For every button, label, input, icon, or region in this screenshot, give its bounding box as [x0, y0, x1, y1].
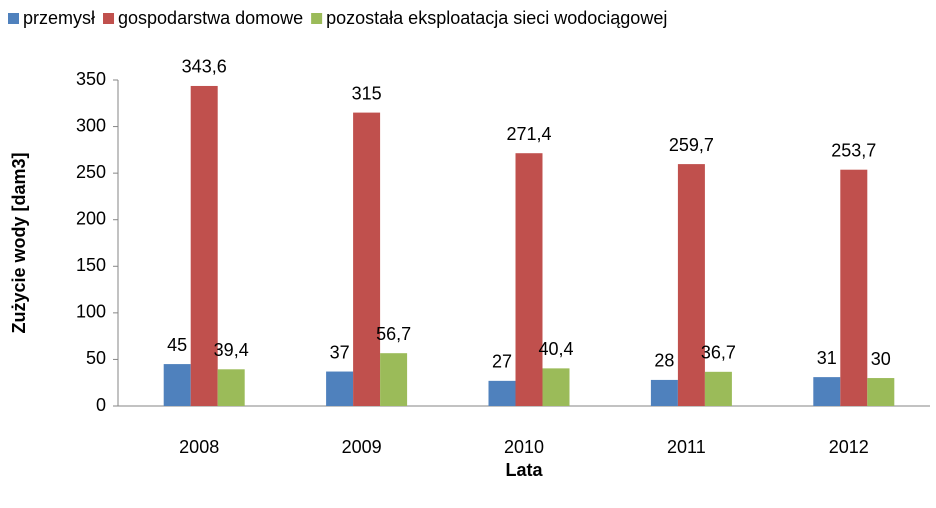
y-tick-label: 200 — [76, 208, 106, 228]
x-tick-label: 2012 — [829, 437, 869, 457]
legend-swatch — [311, 13, 323, 24]
bar — [813, 377, 841, 406]
x-tick-label: 2008 — [179, 437, 219, 457]
data-label: 253,7 — [831, 140, 876, 160]
data-label: 36,7 — [701, 343, 736, 363]
y-tick-label: 150 — [76, 255, 106, 275]
x-tick-label: 2009 — [342, 437, 382, 457]
y-tick-label: 250 — [76, 162, 106, 182]
bar — [190, 85, 218, 406]
bar — [704, 371, 732, 406]
bar — [163, 364, 191, 406]
bar — [515, 153, 543, 406]
y-axis-label: Zużycie wody [dam3] — [9, 152, 29, 333]
data-label: 45 — [167, 335, 187, 355]
x-axis-label: Lata — [505, 460, 543, 480]
bar — [326, 371, 354, 406]
bar — [677, 164, 705, 406]
bar — [840, 169, 868, 406]
bar — [217, 369, 245, 406]
data-label: 271,4 — [506, 124, 551, 144]
x-tick-label: 2011 — [667, 437, 706, 457]
bar — [542, 368, 570, 406]
data-label: 37 — [330, 342, 350, 362]
data-label: 30 — [871, 349, 891, 369]
bar — [867, 378, 895, 406]
y-tick-label: 300 — [76, 115, 106, 135]
bar — [488, 380, 516, 406]
bar — [353, 112, 381, 406]
y-tick-label: 100 — [76, 302, 106, 322]
legend-label: przemysł — [23, 8, 95, 28]
y-tick-label: 50 — [86, 348, 106, 368]
bar — [380, 353, 408, 406]
data-label: 31 — [817, 348, 837, 368]
legend-swatch — [103, 13, 115, 24]
data-label: 315 — [352, 83, 382, 103]
legend-label: pozostała eksploatacja sieci wodociągowe… — [326, 8, 667, 28]
data-label: 28 — [654, 351, 674, 371]
data-label: 27 — [492, 352, 512, 372]
y-tick-label: 0 — [96, 395, 106, 415]
y-tick-label: 350 — [76, 69, 106, 89]
legend-swatch — [8, 13, 19, 24]
data-label: 40,4 — [538, 339, 573, 359]
data-label: 259,7 — [669, 135, 714, 155]
data-label: 39,4 — [214, 340, 249, 360]
legend-label: gospodarstwa domowe — [118, 8, 303, 28]
x-tick-label: 2010 — [504, 437, 544, 457]
data-label: 56,7 — [376, 324, 411, 344]
bar — [650, 379, 678, 406]
data-label: 343,6 — [182, 57, 227, 77]
